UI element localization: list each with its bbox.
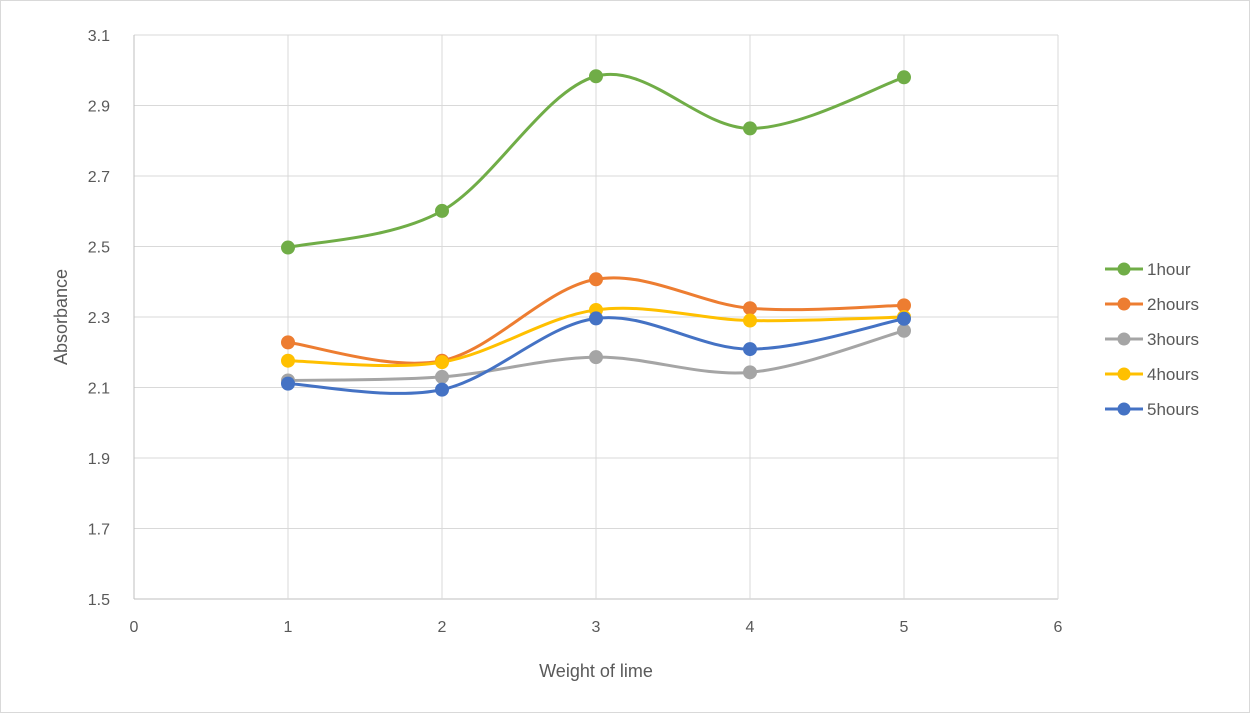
data-point-3hours	[589, 350, 603, 365]
data-point-2hours	[589, 272, 603, 287]
data-point-4hours	[281, 353, 295, 368]
legend-marker	[1117, 402, 1131, 416]
y-tick-label: 2.7	[88, 169, 110, 186]
data-point-5hours	[281, 376, 295, 391]
data-point-1hour	[435, 203, 449, 218]
data-point-1hour	[281, 240, 295, 255]
x-tick-label: 0	[130, 619, 139, 636]
y-tick-label: 2.9	[88, 99, 110, 116]
data-point-5hours	[589, 311, 603, 326]
legend-item-2hours: 2hours	[1105, 295, 1199, 314]
data-point-4hours	[435, 355, 449, 370]
legend-item-4hours: 4hours	[1105, 365, 1199, 384]
y-tick-label: 2.5	[88, 240, 110, 257]
legend: 1hour 2hours 3hours 4hours 5hours	[1105, 260, 1199, 419]
y-tick-label: 2.3	[88, 310, 110, 327]
legend-marker	[1117, 332, 1131, 346]
data-point-4hours	[743, 313, 757, 328]
x-tick-labels: 0 1 2 3 4 5 6	[130, 619, 1063, 636]
y-axis-title: Absorbance	[51, 269, 71, 365]
x-tick-label: 5	[900, 619, 909, 636]
legend-marker	[1117, 262, 1131, 276]
data-point-3hours	[743, 365, 757, 380]
data-point-5hours	[435, 382, 449, 397]
data-point-2hours	[897, 298, 911, 313]
y-tick-label: 1.7	[88, 522, 110, 539]
data-point-5hours	[897, 311, 911, 326]
y-tick-label: 2.1	[88, 381, 110, 398]
x-tick-label: 6	[1054, 619, 1063, 636]
x-tick-label: 2	[438, 619, 447, 636]
y-tick-label: 1.9	[88, 451, 110, 468]
y-tick-label: 3.1	[88, 28, 110, 45]
legend-label: 1hour	[1147, 260, 1191, 279]
x-tick-label: 1	[284, 619, 293, 636]
y-tick-label: 1.5	[88, 592, 110, 609]
legend-item-3hours: 3hours	[1105, 330, 1199, 349]
data-point-5hours	[743, 342, 757, 357]
series-points	[281, 69, 911, 397]
data-point-2hours	[281, 335, 295, 350]
legend-label: 3hours	[1147, 330, 1199, 349]
legend-label: 2hours	[1147, 295, 1199, 314]
x-axis-title: Weight of lime	[539, 661, 653, 681]
legend-marker	[1117, 367, 1131, 381]
y-tick-labels: 1.5 1.7 1.9 2.1 2.3 2.5 2.7 2.9 3.1	[88, 28, 110, 609]
data-point-1hour	[589, 69, 603, 84]
legend-item-1hour: 1hour	[1105, 260, 1191, 279]
data-point-1hour	[897, 70, 911, 85]
legend-item-5hours: 5hours	[1105, 400, 1199, 419]
legend-label: 5hours	[1147, 400, 1199, 419]
data-point-3hours	[435, 369, 449, 384]
data-point-3hours	[897, 323, 911, 338]
data-point-1hour	[743, 121, 757, 136]
legend-label: 4hours	[1147, 365, 1199, 384]
x-tick-label: 3	[592, 619, 601, 636]
x-tick-label: 4	[746, 619, 755, 636]
data-point-2hours	[743, 301, 757, 316]
legend-marker	[1117, 297, 1131, 311]
